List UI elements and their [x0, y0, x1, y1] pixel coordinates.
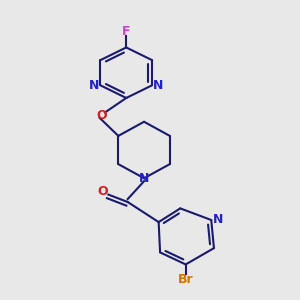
Text: F: F	[122, 25, 130, 38]
Text: N: N	[139, 172, 149, 185]
Text: N: N	[213, 214, 223, 226]
Text: O: O	[98, 185, 108, 198]
Text: N: N	[153, 79, 164, 92]
Text: Br: Br	[178, 273, 194, 286]
Text: N: N	[89, 79, 99, 92]
Text: O: O	[97, 109, 107, 122]
